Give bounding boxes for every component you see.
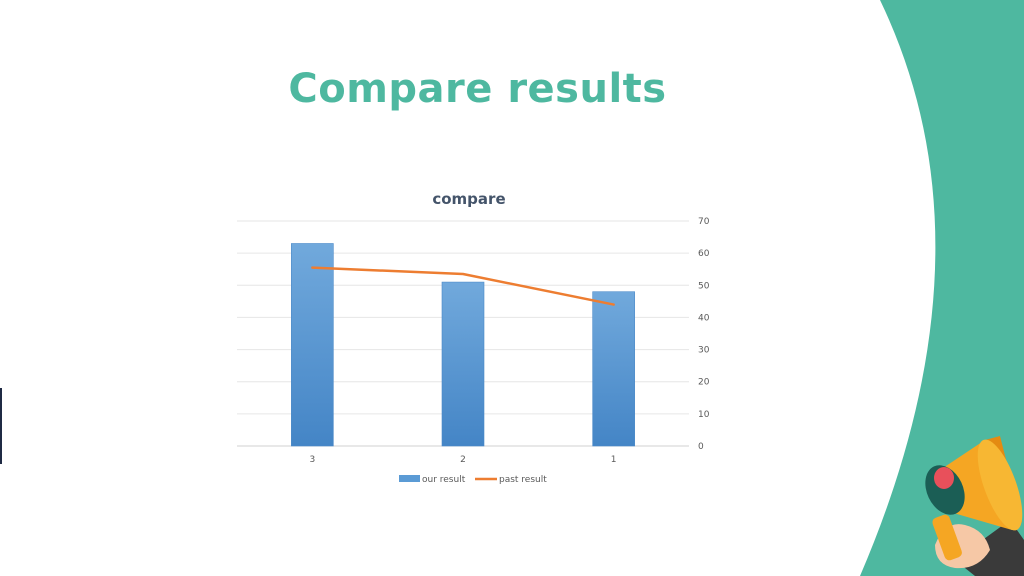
y-axis-ticks: 0 10 20 30 40 50 60 70: [698, 217, 710, 452]
slide-title: Compare results: [288, 66, 667, 112]
x-tick-label: 2: [460, 455, 466, 465]
bar-our-result: [592, 291, 635, 447]
legend-swatch-our-result: [399, 475, 420, 482]
y-tick-label: 50: [698, 281, 710, 291]
y-tick-label: 0: [698, 442, 704, 452]
y-tick-label: 10: [698, 410, 710, 420]
line-series: [311, 266, 615, 306]
x-tick-label: 3: [309, 455, 315, 465]
x-axis-ticks: 3 2 1: [309, 455, 616, 465]
left-edge-marker: [0, 388, 2, 464]
bar-our-result: [291, 243, 334, 447]
chart-title: compare: [432, 190, 505, 208]
bar-our-result: [441, 281, 485, 447]
legend-label-past-result: past result: [499, 475, 547, 485]
legend: our result past result: [399, 475, 547, 485]
x-tick-label: 1: [611, 455, 617, 465]
y-tick-label: 40: [698, 313, 710, 323]
line-past-result: [311, 266, 615, 306]
y-tick-label: 70: [698, 217, 710, 227]
legend-label-our-result: our result: [422, 475, 466, 485]
y-tick-label: 60: [698, 249, 710, 259]
y-tick-label: 30: [698, 346, 710, 356]
bars: [291, 243, 635, 447]
y-tick-label: 20: [698, 378, 710, 388]
